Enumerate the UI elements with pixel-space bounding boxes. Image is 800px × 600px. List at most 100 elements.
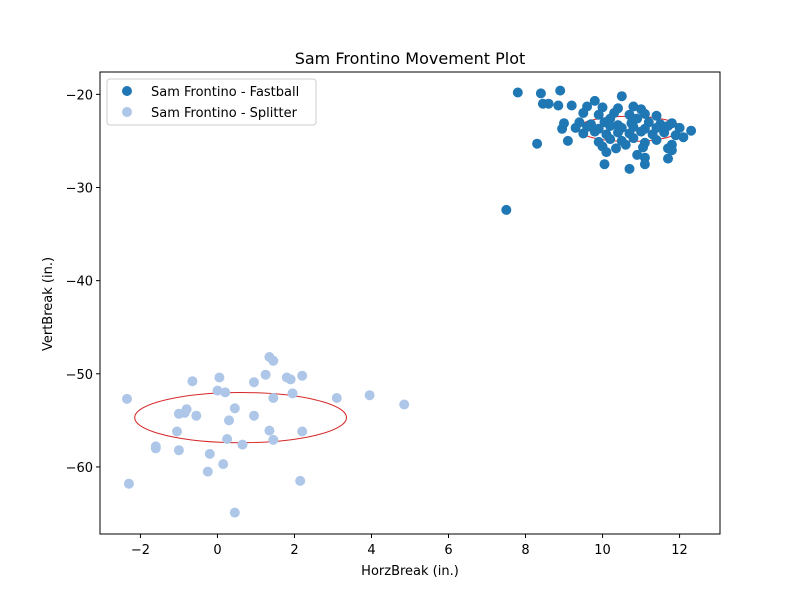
point-fastball-14	[578, 108, 589, 118]
x-axis-label: HorzBreak (in.)	[361, 564, 459, 579]
x-tick-label: 2	[290, 543, 298, 558]
point-fastball-64	[620, 139, 631, 150]
point-splitter-11	[287, 388, 298, 399]
point-splitter-31	[150, 443, 161, 454]
legend-marker-fastball	[122, 86, 132, 96]
point-fastball-7	[553, 100, 564, 111]
point-splitter-32	[173, 445, 184, 456]
point-fastball-68	[632, 149, 643, 160]
point-fastball-48	[636, 126, 647, 137]
point-splitter-16	[399, 399, 410, 410]
point-splitter-21	[229, 403, 240, 414]
point-fastball-19	[651, 110, 662, 121]
y-tick-label: −50	[66, 368, 93, 383]
point-splitter-14	[331, 393, 342, 403]
legend-box	[106, 78, 317, 126]
x-tick-label: 12	[671, 543, 688, 558]
point-splitter-10	[220, 387, 231, 398]
legend-marker-splitter	[122, 107, 132, 117]
point-splitter-7	[285, 374, 296, 385]
point-splitter-33	[204, 448, 215, 459]
y-tick-label: −30	[66, 182, 93, 197]
point-splitter-35	[202, 466, 213, 477]
point-splitter-9	[212, 385, 223, 396]
point-splitter-24	[172, 426, 182, 437]
point-fastball-41	[674, 122, 685, 133]
point-fastball-74	[624, 163, 635, 174]
point-fastball-2	[555, 85, 566, 96]
point-fastball-32	[570, 122, 581, 133]
point-fastball-15	[593, 109, 604, 120]
x-axis-ticks: −2 0 2 4 6 8 10 12	[131, 534, 688, 558]
point-fastball-53	[562, 135, 573, 146]
point-fastball-3	[589, 95, 600, 106]
legend-label-splitter: Sam Frontino - Splitter	[151, 106, 298, 121]
point-splitter-8	[297, 370, 308, 381]
point-fastball-51	[670, 130, 681, 141]
point-fastball-4	[616, 91, 627, 102]
point-fastball-6	[543, 98, 554, 109]
x-tick-label: −2	[131, 543, 150, 558]
point-fastball-31	[557, 123, 568, 134]
point-splitter-1	[268, 355, 279, 366]
point-fastball-50	[659, 127, 670, 138]
point-splitter-38	[229, 507, 240, 518]
point-splitter-20	[191, 410, 202, 421]
point-splitter-25	[264, 425, 275, 436]
point-splitter-28	[268, 434, 279, 445]
point-fastball-17	[624, 109, 635, 120]
point-fastball-18	[639, 108, 650, 119]
point-fastball-44	[589, 126, 600, 137]
point-fastball-65	[638, 142, 648, 153]
point-splitter-22	[249, 410, 259, 421]
point-splitter-34	[218, 459, 229, 470]
point-splitter-37	[123, 478, 134, 489]
point-fastball-35	[605, 121, 616, 131]
point-splitter-3	[214, 372, 225, 383]
point-fastball-71	[663, 153, 673, 164]
x-tick-label: 4	[367, 543, 375, 558]
point-fastball-10	[597, 102, 608, 113]
point-fastball-46	[613, 127, 623, 138]
x-tick-label: 6	[444, 543, 452, 558]
point-splitter-2	[187, 376, 198, 387]
legend-label-fastball: Sam Frontino - Fastball	[151, 85, 299, 100]
point-fastball-73	[639, 159, 650, 170]
point-splitter-36	[295, 475, 306, 486]
point-fastball-52	[678, 132, 689, 143]
data-points	[122, 85, 697, 518]
y-tick-label: −20	[66, 88, 93, 103]
point-fastball-42	[686, 125, 697, 136]
x-tick-label: 0	[213, 543, 221, 558]
x-tick-label: 8	[521, 543, 529, 558]
plot-area-frame	[99, 71, 721, 535]
point-fastball-61	[532, 138, 543, 149]
chart-title: Sam Frontino Movement Plot	[295, 49, 526, 68]
point-fastball-55	[605, 134, 616, 145]
point-fastball-67	[601, 147, 612, 158]
point-splitter-19	[179, 407, 190, 418]
point-fastball-8	[566, 100, 577, 111]
point-fastball-72	[599, 159, 610, 170]
point-splitter-26	[297, 426, 308, 437]
point-fastball-69	[666, 145, 677, 156]
x-tick-label: 10	[594, 543, 611, 558]
point-fastball-0	[512, 87, 523, 98]
y-axis-label: VertBreak (in.)	[41, 257, 56, 351]
y-tick-label: −40	[66, 275, 93, 290]
point-fastball-12	[628, 101, 639, 112]
point-fastball-63	[611, 143, 621, 154]
y-tick-label: −60	[66, 461, 93, 476]
point-splitter-15	[364, 390, 375, 401]
point-splitter-29	[237, 439, 248, 450]
y-axis-ticks: −20 −30 −40 −50 −60	[66, 88, 100, 476]
point-splitter-5	[260, 369, 271, 380]
point-fastball-57	[628, 133, 639, 144]
point-fastball-59	[651, 135, 662, 145]
legend: Sam Frontino - Fastball Sam Frontino - S…	[106, 78, 317, 126]
point-splitter-4	[249, 377, 259, 388]
point-splitter-23	[224, 415, 234, 426]
point-splitter-27	[222, 434, 233, 444]
point-fastball-75	[501, 204, 512, 215]
